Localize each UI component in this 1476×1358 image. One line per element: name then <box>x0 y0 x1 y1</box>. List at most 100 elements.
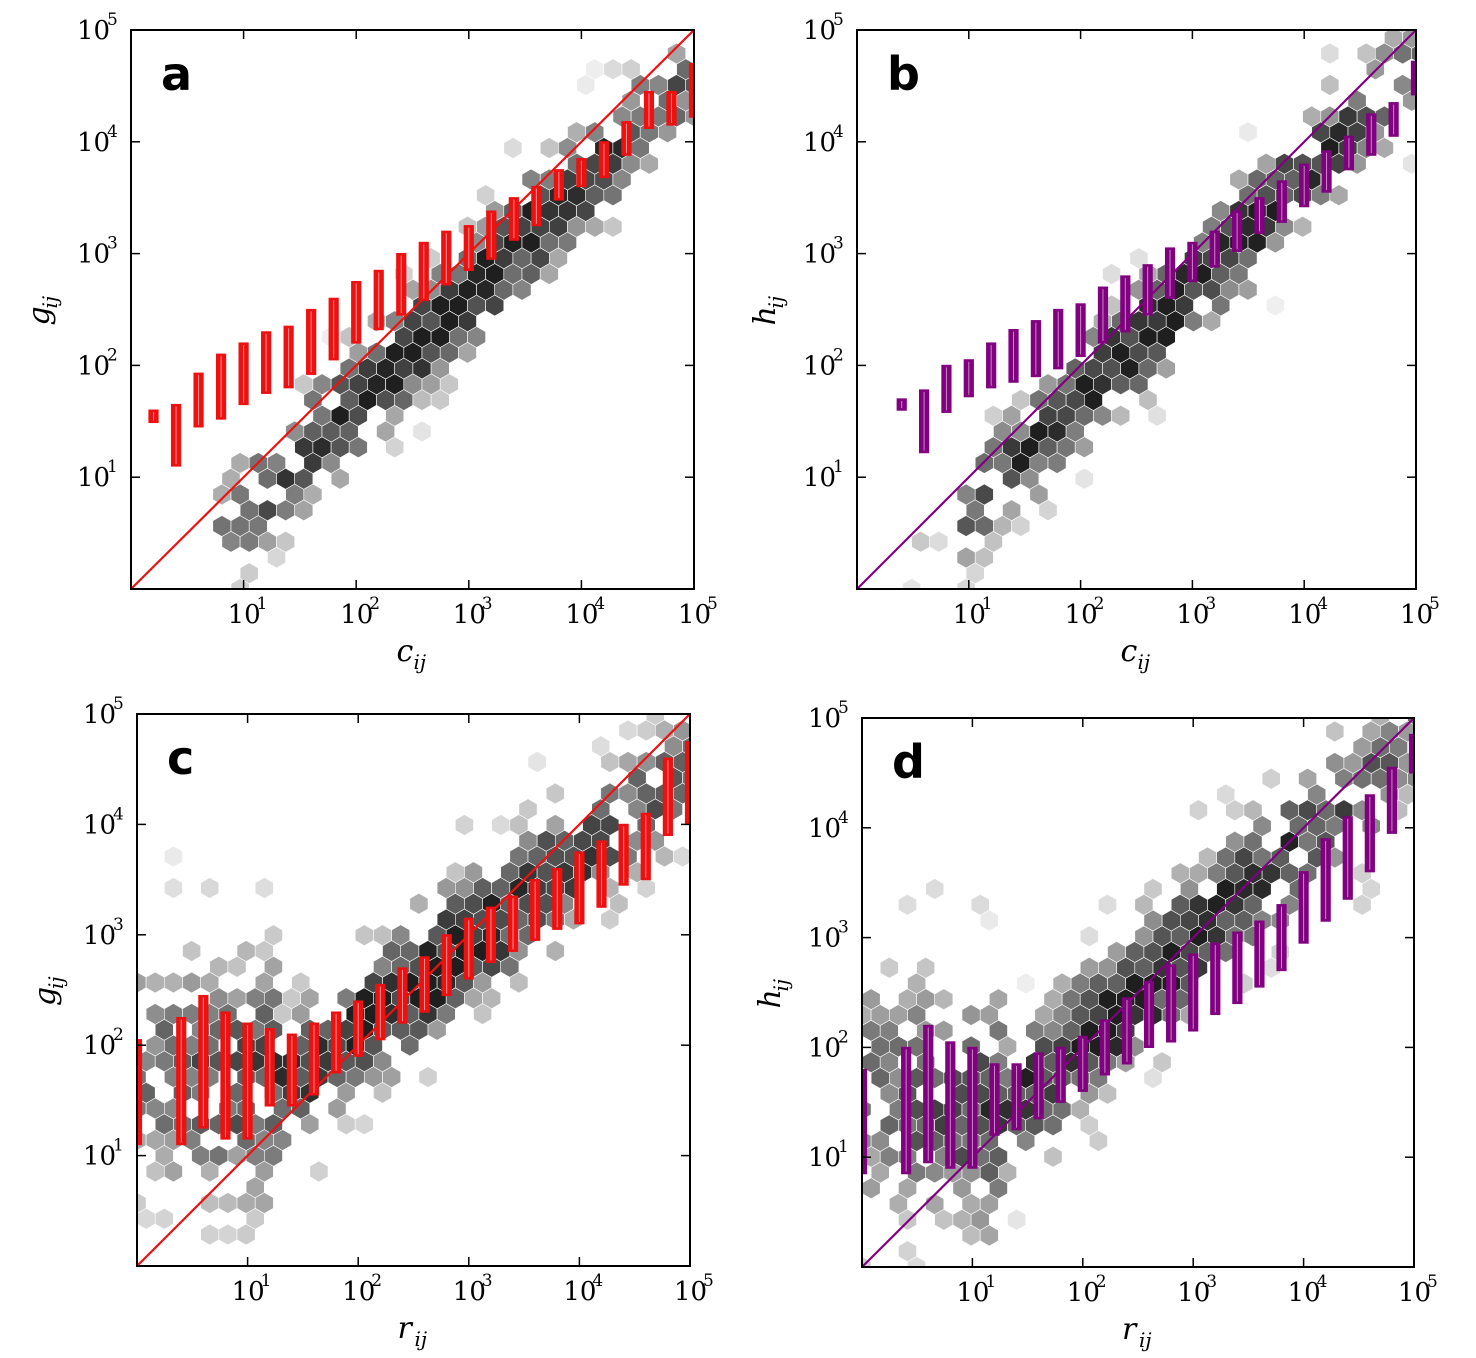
hexbin-cell <box>1421 90 1439 111</box>
identity-line <box>131 30 694 589</box>
hexbin-cell <box>1298 767 1317 790</box>
y-axis-label: h <box>748 306 783 325</box>
hexbin-cell <box>974 483 994 506</box>
hexbin-cell <box>154 1207 174 1230</box>
hexbin-cell <box>1421 59 1439 80</box>
y-axis-label: h <box>753 989 788 1008</box>
hexbin-cell <box>418 1066 438 1088</box>
hexbin-cell <box>916 956 936 979</box>
hexbin-cell <box>1261 767 1281 790</box>
x-tick-exponent: 3 <box>482 594 493 614</box>
hexbin-density <box>902 30 1439 589</box>
y-tick-exponent: 4 <box>838 808 849 828</box>
hexbin-cell <box>1098 893 1117 916</box>
y-tick-exponent: 1 <box>107 457 118 477</box>
x-tick-exponent: 2 <box>369 594 380 614</box>
hexbin-cell <box>218 1192 238 1214</box>
hexbin-cell <box>200 877 220 899</box>
hexbin-cell <box>1079 925 1099 948</box>
hexbin-cell <box>1243 799 1263 822</box>
hexbin-cell <box>200 1192 220 1214</box>
quartile-box <box>1408 733 1414 774</box>
hexbin-cell <box>1347 89 1367 112</box>
axes-frame <box>856 29 1417 590</box>
x-tick-label: 10 <box>1177 1278 1210 1308</box>
x-tick-label: 10 <box>678 600 711 630</box>
hexbin-cell <box>1402 152 1416 175</box>
hexbin-density <box>212 42 694 589</box>
hexbin-cell <box>621 58 641 81</box>
hexbin-cell <box>970 893 990 916</box>
axes-frame <box>136 713 691 1267</box>
y-axis-label-subscript: ij <box>38 296 62 309</box>
hexbin-cell <box>454 814 474 836</box>
identity-line <box>862 718 1414 1267</box>
y-tick-exponent: 2 <box>107 345 118 365</box>
y-axis-label: g <box>22 306 57 325</box>
y-axis-label-group: hij <box>753 979 793 1009</box>
hexbin-cell <box>898 893 917 916</box>
hexbin-cell <box>164 971 183 994</box>
y-tick-label: 10 <box>803 351 836 381</box>
hexbin-cell <box>1129 247 1149 270</box>
y-tick-label: 10 <box>803 16 836 46</box>
hexbin-cell <box>1111 404 1131 427</box>
hexbin-cell <box>591 735 611 758</box>
hexbin-cell <box>673 845 690 868</box>
hexbin-cell <box>898 1240 917 1263</box>
hexbin-cell <box>1238 121 1258 144</box>
identity-line <box>857 30 1416 589</box>
y-tick-label: 10 <box>808 924 841 954</box>
hexbin-cell <box>164 877 183 899</box>
y-tick-exponent: 5 <box>107 10 118 30</box>
x-tick-exponent: 3 <box>1206 1272 1217 1292</box>
hexbin-cell <box>1329 184 1349 207</box>
x-axis-label-subscript: ij <box>414 650 427 674</box>
y-tick-exponent: 2 <box>113 1025 124 1045</box>
x-tick-label: 10 <box>1067 1278 1100 1308</box>
panel-letter: b <box>887 47 920 101</box>
axes-frame <box>861 717 1415 1268</box>
x-tick-label: 10 <box>342 1277 375 1307</box>
x-axis-label: r <box>398 1311 414 1346</box>
hexbin-cell <box>1189 799 1208 822</box>
panel-letter: a <box>161 47 192 101</box>
hexbin-cell <box>391 924 411 947</box>
y-tick-exponent: 2 <box>838 1027 849 1047</box>
hexbin-cell <box>1370 718 1390 727</box>
x-axis-label: c <box>1121 634 1138 669</box>
hexbin-cell <box>618 719 638 742</box>
y-tick-exponent: 5 <box>113 694 124 714</box>
x-tick-exponent: 2 <box>1096 1272 1107 1292</box>
x-tick-label: 10 <box>1288 600 1321 630</box>
x-tick-label: 10 <box>1398 1278 1431 1308</box>
x-tick-exponent: 5 <box>1429 594 1440 614</box>
axes-frame <box>130 29 695 590</box>
x-tick-exponent: 4 <box>1317 1272 1328 1292</box>
y-axis-label-group: gij <box>28 976 68 1006</box>
x-axis-label-subscript: ij <box>1139 1328 1152 1352</box>
y-tick-exponent: 4 <box>113 804 124 824</box>
x-axis-label-subscript: ij <box>415 1327 428 1351</box>
y-axis-label-subscript: ij <box>44 976 68 989</box>
x-tick-exponent: 1 <box>982 594 993 614</box>
hexbin-cell <box>1216 783 1236 806</box>
hexbin-cell <box>254 877 274 899</box>
hexbin-cell <box>1074 467 1094 490</box>
hexbin-cell <box>545 940 565 962</box>
x-tick-exponent: 3 <box>482 1271 493 1291</box>
hexbin-cell <box>862 988 881 1011</box>
y-tick-label: 10 <box>808 704 841 734</box>
hexbin-cell <box>1002 499 1022 522</box>
x-tick-label: 10 <box>1176 600 1209 630</box>
y-tick-exponent: 1 <box>113 1136 124 1156</box>
hexbin-cell <box>1152 1051 1172 1074</box>
hexbin-cell <box>354 924 374 947</box>
y-tick-label: 10 <box>77 463 110 493</box>
hexbin-cell <box>961 1004 981 1026</box>
hexbin-cell <box>603 58 623 81</box>
x-tick-label: 10 <box>674 1277 707 1307</box>
hexbin-cell <box>1043 1145 1063 1168</box>
